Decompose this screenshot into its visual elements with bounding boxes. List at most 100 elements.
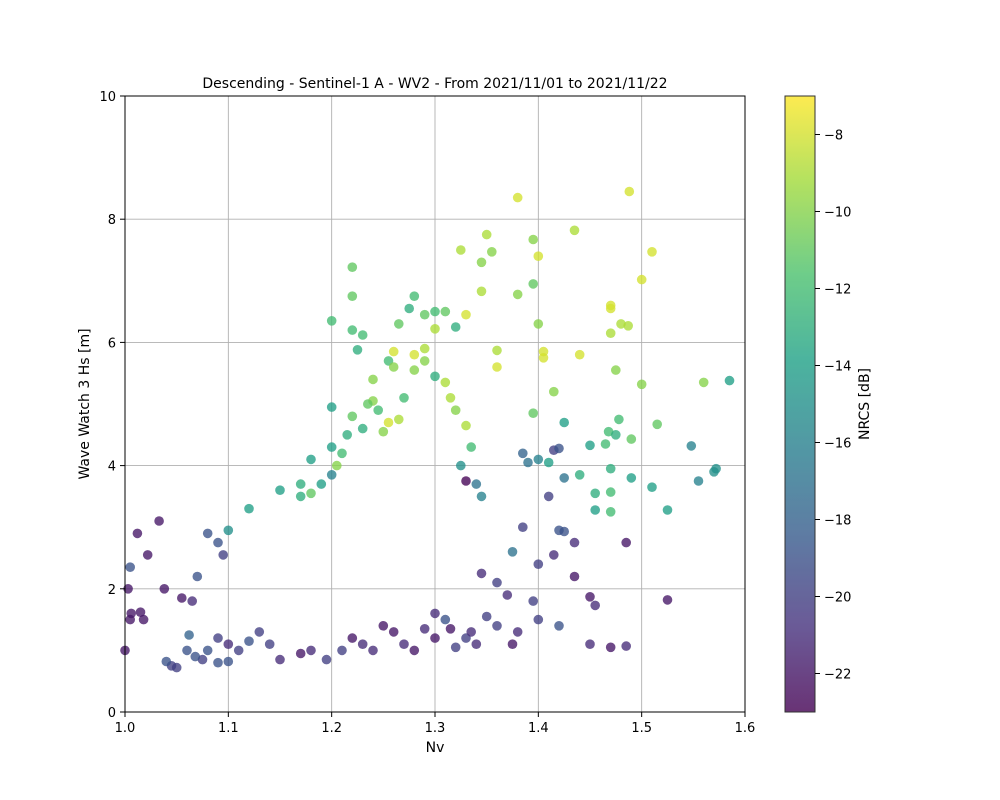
data-point	[177, 593, 187, 603]
data-point	[306, 488, 316, 499]
data-point	[559, 417, 569, 428]
x-axis-label: Nv	[426, 740, 445, 756]
data-point	[585, 592, 595, 602]
data-point	[233, 645, 244, 656]
data-point	[123, 584, 133, 594]
colorbar-label: NRCS [dB]	[857, 368, 873, 440]
data-point	[399, 639, 409, 649]
data-point	[518, 522, 528, 532]
data-point	[476, 568, 487, 579]
data-point	[244, 503, 254, 514]
data-point	[306, 645, 316, 656]
data-point	[605, 463, 616, 474]
data-point	[528, 234, 538, 245]
data-point	[275, 485, 285, 496]
data-point	[523, 457, 533, 468]
colorbar-tick-label: −16	[824, 437, 851, 452]
data-point	[569, 225, 580, 236]
colorbar-ticks: −22 −20 −18 −16 −14 −12 −10 −8	[815, 129, 851, 683]
data-point	[125, 562, 135, 572]
data-point	[383, 417, 394, 428]
data-point	[626, 473, 637, 483]
data-point	[440, 306, 451, 317]
data-point	[636, 274, 647, 285]
data-point	[223, 656, 234, 667]
data-point	[623, 321, 633, 331]
data-point	[549, 550, 559, 560]
data-point	[419, 624, 430, 634]
data-point	[363, 399, 373, 409]
y-tick-label: 0	[108, 706, 116, 721]
data-point	[543, 491, 554, 502]
data-point	[316, 479, 327, 489]
data-point	[244, 636, 254, 646]
data-point	[538, 353, 549, 363]
data-point	[142, 550, 153, 560]
data-point	[213, 537, 223, 548]
data-point	[554, 443, 564, 454]
data-point	[554, 525, 564, 536]
colorbar-tick-label: −10	[824, 206, 851, 221]
data-point	[190, 651, 201, 662]
data-point	[138, 614, 149, 625]
data-point	[476, 286, 487, 297]
data-point	[419, 343, 430, 354]
data-point	[456, 460, 466, 471]
data-point	[605, 507, 616, 517]
data-point	[337, 645, 347, 656]
data-point	[357, 639, 368, 649]
x-tick-label: 1.5	[631, 721, 652, 736]
data-point	[585, 639, 595, 649]
data-point	[184, 630, 194, 640]
data-point	[192, 571, 203, 582]
data-point	[368, 645, 378, 656]
data-point	[724, 375, 735, 386]
data-point	[159, 584, 170, 594]
data-point	[574, 349, 585, 360]
data-point	[450, 405, 461, 416]
data-point	[450, 322, 461, 332]
data-point	[430, 633, 440, 643]
data-point	[590, 488, 600, 499]
data-point	[125, 614, 135, 625]
data-point	[275, 654, 285, 665]
data-point	[590, 600, 600, 611]
y-tick-label: 4	[108, 460, 116, 475]
colorbar-tick-label: −20	[824, 591, 851, 606]
data-point	[213, 657, 223, 668]
data-point	[611, 365, 621, 375]
data-point	[590, 505, 600, 515]
data-point	[295, 648, 306, 659]
data-point	[600, 439, 611, 449]
data-point	[445, 624, 456, 634]
data-point	[450, 642, 461, 653]
data-point	[347, 291, 358, 302]
data-point	[132, 528, 143, 539]
data-point	[647, 247, 657, 257]
data-point	[347, 325, 358, 335]
data-point	[295, 491, 306, 502]
data-point	[342, 430, 353, 440]
data-point	[430, 306, 440, 317]
data-point	[611, 430, 621, 440]
data-point	[419, 309, 430, 320]
data-point	[461, 309, 471, 320]
x-tick-label: 1.2	[321, 721, 342, 736]
data-point	[419, 356, 430, 366]
data-point	[326, 316, 337, 326]
data-point	[326, 442, 337, 452]
data-point	[512, 627, 523, 637]
data-point	[487, 247, 497, 257]
data-point	[135, 607, 146, 617]
data-point	[662, 595, 673, 605]
data-point	[492, 362, 502, 372]
data-point	[605, 642, 616, 653]
data-point	[388, 346, 399, 357]
data-point	[357, 423, 368, 434]
data-point	[440, 377, 451, 388]
data-point	[357, 330, 368, 340]
data-point	[223, 639, 234, 649]
data-point	[430, 324, 440, 334]
data-point	[605, 328, 616, 339]
colorbar-tick-label: −18	[824, 514, 851, 529]
